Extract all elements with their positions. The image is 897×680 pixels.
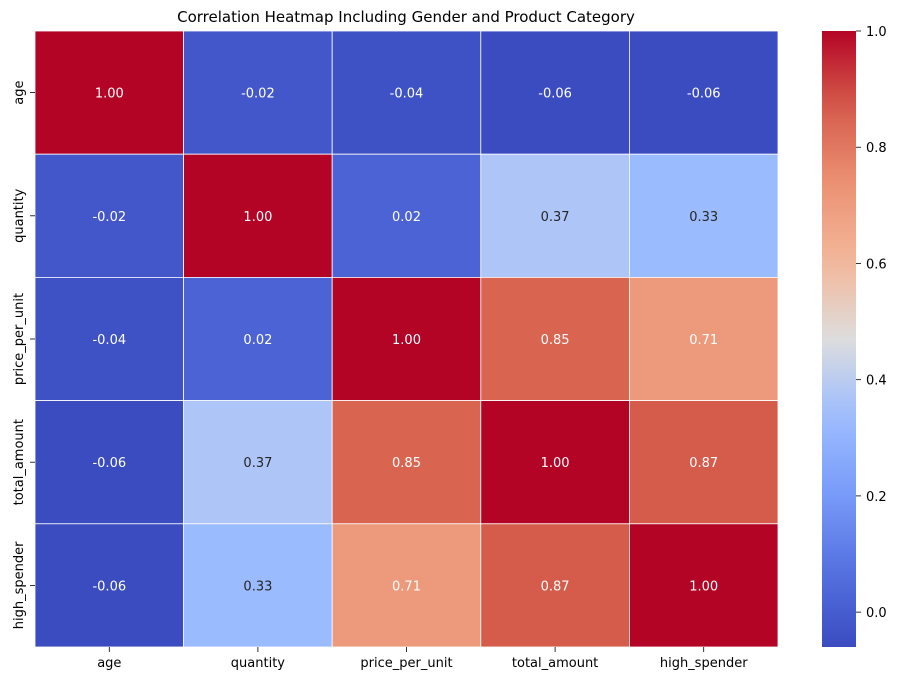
cell-value-label: 0.71 — [392, 579, 421, 594]
y-tick-label: high_spender — [12, 541, 27, 629]
heatmap-cell — [480, 276, 630, 401]
cell-value-label: 1.00 — [95, 87, 124, 102]
cell-value-label: 0.37 — [541, 210, 570, 225]
cell-value-label: 1.00 — [243, 210, 272, 225]
heatmap-cell — [183, 276, 333, 401]
cell-value-label: 1.00 — [541, 456, 570, 471]
colorbar-gradient — [822, 31, 856, 647]
heatmap-cell — [480, 400, 630, 525]
cell-value-label: 0.87 — [541, 579, 570, 594]
y-tick-label: age — [12, 80, 27, 104]
colorbar-tick-label: 0.0 — [866, 606, 887, 621]
heatmap-cell — [629, 523, 779, 648]
x-tick-label: high_spender — [660, 656, 748, 671]
heatmap-cell — [629, 400, 779, 525]
cell-value-label: -0.06 — [92, 456, 126, 471]
colorbar-tick-label: 1.0 — [866, 25, 887, 40]
colorbar-tick-label: 0.4 — [866, 374, 887, 389]
cell-value-label: 0.02 — [243, 333, 272, 348]
cell-value-label: 0.87 — [689, 456, 718, 471]
cell-value-label: -0.06 — [538, 87, 572, 102]
heatmap-cell — [629, 30, 779, 155]
heatmap-cells: 1.00 -0.02 -0.04 -0.06 -0.06 -0.02 1.00 0.02 0.3… — [34, 30, 779, 648]
x-tick-label: price_per_unit — [360, 656, 452, 671]
heatmap-cell — [34, 30, 185, 155]
colorbar: 0.0 0.2 0.4 0.6 0.8 1.0 — [822, 25, 887, 647]
cell-value-label: 0.85 — [392, 456, 421, 471]
heatmap-cell — [629, 153, 779, 278]
y-tick-label: price_per_unit — [12, 293, 27, 385]
cell-value-label: -0.02 — [92, 210, 126, 225]
y-axis: age quantity price_per_unit total_amounthig… — [12, 80, 35, 629]
cell-value-label: -0.02 — [241, 87, 275, 102]
cell-value-label: 0.33 — [243, 579, 272, 594]
cell-value-label: -0.04 — [390, 87, 424, 102]
cell-value-label: -0.06 — [687, 87, 721, 102]
colorbar-tick-label: 0.6 — [866, 257, 887, 272]
colorbar-tick-label: 0.2 — [866, 490, 887, 505]
heatmap-cell — [183, 30, 333, 155]
heatmap-cell — [331, 153, 482, 278]
y-tick-label: quantity — [12, 188, 27, 243]
heatmap-cell — [629, 276, 779, 401]
heatmap-cell — [331, 523, 482, 648]
colorbar-tick-label: 0.8 — [866, 141, 887, 156]
heatmap-cell — [34, 523, 185, 648]
cell-value-label: 0.02 — [392, 210, 421, 225]
heatmap-cell — [331, 276, 482, 401]
y-tick-label: total_amount — [12, 419, 27, 505]
x-axis: age quantity price_per_unit total_amount hig… — [97, 647, 748, 671]
chart-title: Correlation Heatmap Including Gender and… — [177, 8, 635, 26]
heatmap-cell — [480, 30, 630, 155]
cell-value-label: 0.37 — [243, 456, 272, 471]
heatmap-cell — [183, 153, 333, 278]
cell-value-label: 1.00 — [392, 333, 421, 348]
heatmap-cell — [331, 400, 482, 525]
x-tick-label: total_amount — [512, 656, 598, 671]
cell-value-label: 1.00 — [689, 579, 718, 594]
cell-value-label: 0.85 — [541, 333, 570, 348]
cell-value-label: -0.06 — [92, 579, 126, 594]
heatmap-cell — [183, 400, 333, 525]
heatmap-cell — [331, 30, 482, 155]
x-tick-label: age — [97, 656, 121, 671]
cell-value-label: 0.33 — [689, 210, 718, 225]
heatmap-cell — [183, 523, 333, 648]
cell-value-label: 0.71 — [689, 333, 718, 348]
x-tick-label: quantity — [231, 656, 286, 671]
heatmap-cell — [34, 153, 185, 278]
cell-value-label: -0.04 — [92, 333, 126, 348]
